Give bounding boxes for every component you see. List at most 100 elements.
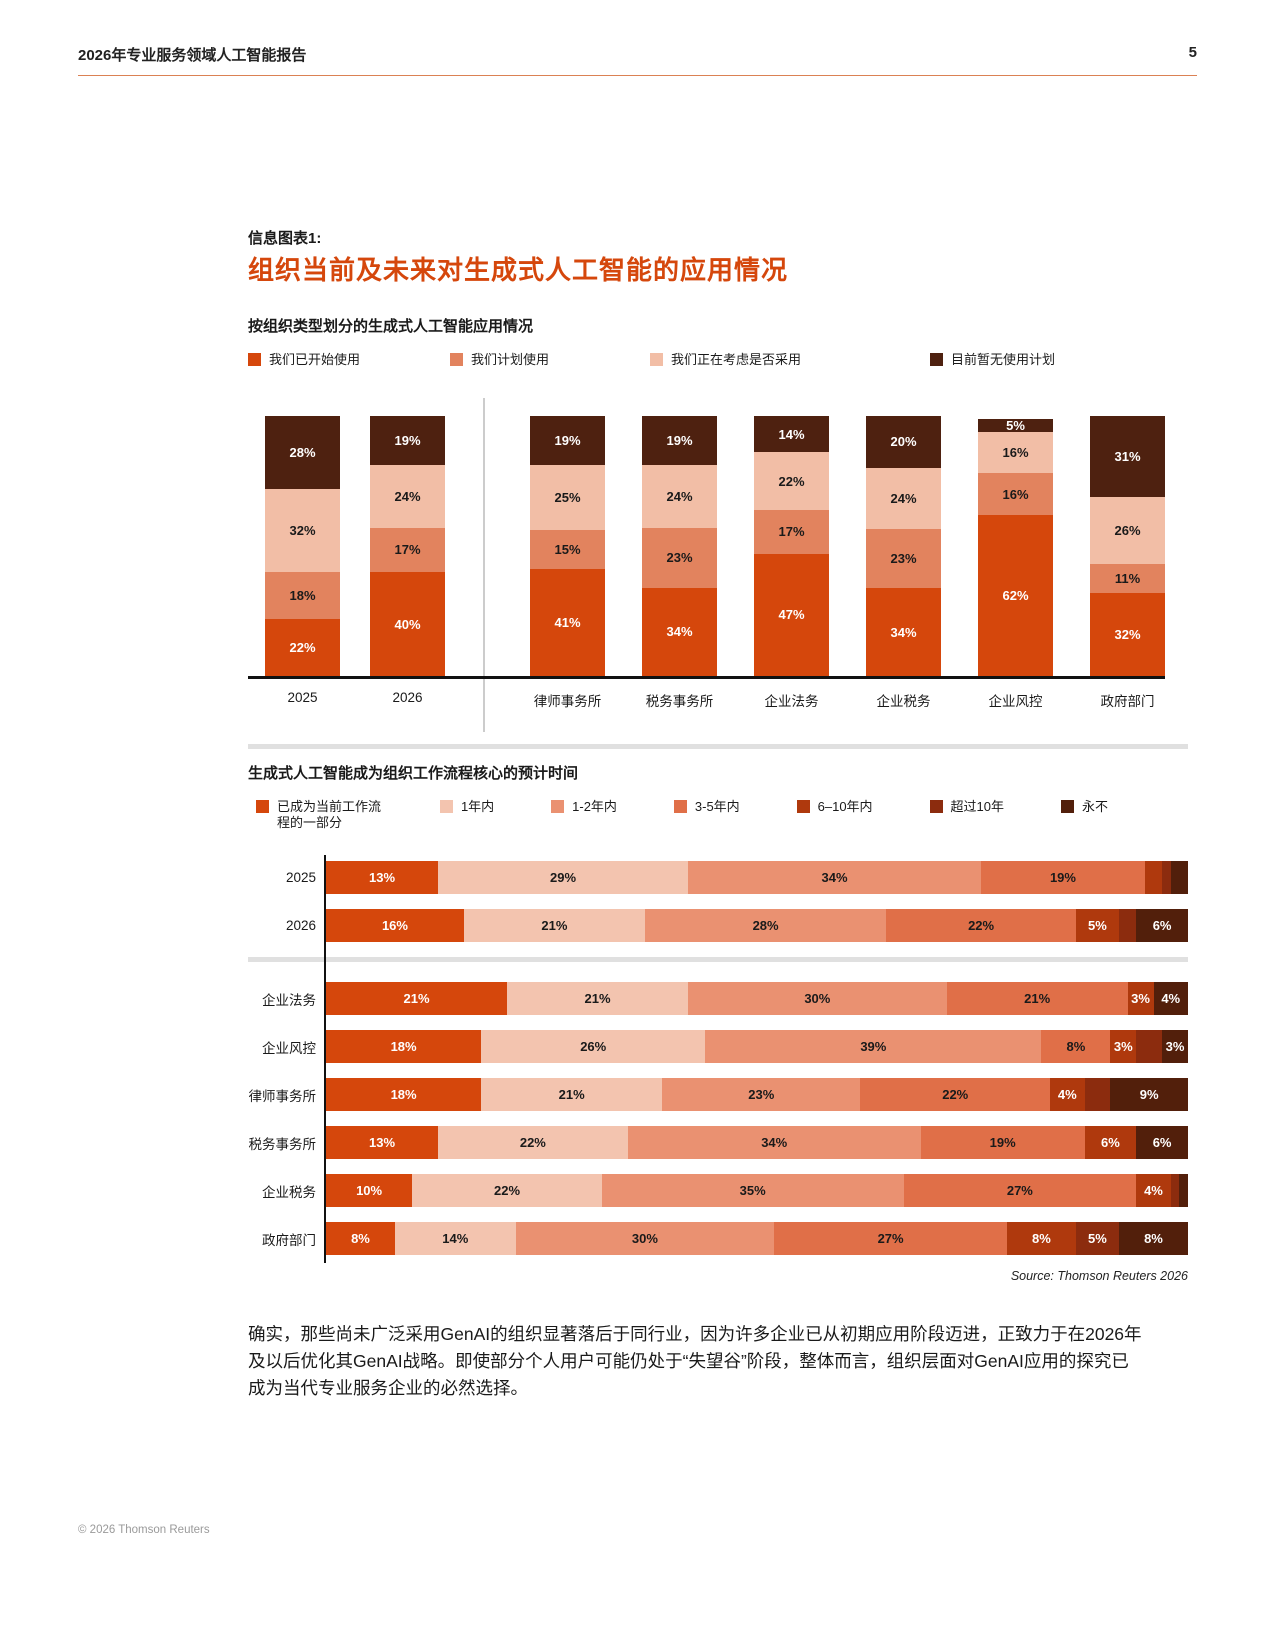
legend-label: 6–10年内 (817, 799, 873, 814)
bar-segment: 20% (866, 416, 941, 468)
row-label: 税务事务所 (248, 1136, 317, 1152)
bar-segment: 4% (1136, 1174, 1171, 1207)
bar-segment: 4% (1153, 982, 1188, 1015)
bar-segment: 62% (978, 514, 1053, 676)
body-paragraph: 确实，那些尚未广泛采用GenAI的组织显著落后于同行业，因为许多企业已从初期应用… (248, 1324, 1142, 1398)
category-label: 企业税务 (876, 694, 931, 709)
chart1-legend: 我们已开始使用 我们计划使用 我们正在考虑是否采用 目前暂无使用计划 (248, 352, 1188, 368)
bar-segment: 26% (1090, 496, 1165, 565)
legend-swatch (796, 800, 810, 813)
bar-segment: 19% (920, 1126, 1085, 1159)
chart2-row: 企业法务 21% 21% 30% 21% 3% 4% (248, 982, 1188, 1015)
legend-swatch (1060, 800, 1074, 813)
row-label: 企业风控 (262, 1040, 316, 1056)
bar-segment: 23% (662, 1078, 861, 1111)
legend-swatch (930, 353, 943, 366)
chart1-year-group: 28% 32% 18% 22% 2025 19% 24% 17% 40% 2026 (265, 416, 445, 710)
bar-segment: 8% (1119, 1222, 1188, 1255)
bar-segment (1119, 909, 1137, 942)
chart2-vertical-axis (324, 855, 326, 1263)
category-label: 2025 (287, 690, 318, 705)
bar-segment: 3% (1127, 982, 1154, 1015)
legend-item: 我们已开始使用 (248, 352, 450, 368)
chart1-column: 19% 24% 17% 40% 2026 (370, 416, 445, 710)
infographic-label: 信息图表1: (248, 230, 322, 247)
bar-segment: 22% (412, 1174, 602, 1207)
bar-segment: 27% (903, 1174, 1137, 1207)
bar-segment (1179, 1174, 1188, 1207)
bar-segment: 24% (642, 465, 717, 528)
row-label: 律师事务所 (248, 1088, 317, 1104)
bar-segment: 22% (860, 1078, 1051, 1111)
source-note: Source: Thomson Reuters 2026 (1010, 1269, 1188, 1283)
chart2-title: 生成式人工智能成为组织工作流程核心的预计时间 (248, 765, 579, 782)
legend-label: 我们计划使用 (471, 352, 550, 367)
bar-segment: 16% (978, 431, 1053, 474)
legend-item: 我们正在考虑是否采用 (650, 352, 930, 368)
bar-segment (1084, 1078, 1111, 1111)
chart1-gap (445, 398, 530, 732)
bar-segment: 5% (1075, 1222, 1119, 1255)
bar-segment: 22% (438, 1126, 628, 1159)
stacked-bar: 31% 26% 11% 32% (1090, 416, 1165, 676)
bar-segment: 34% (866, 588, 941, 676)
bar-segment: 34% (688, 861, 982, 894)
row-label: 2026 (285, 918, 316, 933)
chart2-rows: 2025 13% 29% 34% 19% 2026 16% 21% 28% 22% 5% 6% 企业法务… (248, 861, 1188, 1255)
bar-segment: 21% (463, 909, 645, 942)
chart1-group-divider (483, 398, 485, 732)
bar-segment: 4% (1050, 1078, 1085, 1111)
bar-segment: 21% (507, 982, 689, 1015)
stacked-bar: 5% 16% 16% 62% (978, 416, 1053, 676)
legend-label: 1年内 (460, 799, 495, 814)
bar-segment: 6% (1136, 909, 1188, 942)
row-label: 2025 (285, 870, 316, 885)
chart2-group-divider (248, 957, 1188, 962)
bar-segment: 24% (866, 467, 941, 530)
bar-segment: 3% (1162, 1030, 1188, 1063)
legend-label: 目前暂无使用计划 (951, 352, 1056, 367)
bar-segment (1170, 861, 1188, 894)
stacked-bar-track: 16% 21% 28% 22% 5% 6% (326, 909, 1188, 942)
report-title: 2026年专业服务领域人工智能报告 (78, 47, 307, 64)
chart1-baseline-axis (248, 676, 1165, 679)
bar-segment (1144, 861, 1163, 894)
legend-item: 3-5年内 (673, 799, 740, 815)
bar-segment: 8% (326, 1222, 395, 1255)
bar-segment: 32% (1090, 592, 1165, 676)
stacked-bar-track: 18% 26% 39% 8% 3% 3% (326, 1030, 1188, 1063)
stacked-bar: 20% 24% 23% 34% (866, 416, 941, 676)
footer-copyright: © 2026 Thomson Reuters (78, 1524, 210, 1536)
chart2-row: 2026 16% 21% 28% 22% 5% 6% (248, 909, 1188, 942)
category-label: 企业法务 (764, 694, 819, 709)
bar-segment: 40% (370, 572, 445, 676)
legend-swatch (248, 353, 261, 366)
chart1-column: 19% 25% 15% 41% 律师事务所 (530, 416, 605, 710)
legend-label: 1-2年内 (572, 799, 617, 814)
legend-label: 已成为当前工作流程的一部分 (277, 799, 382, 830)
chart2-row: 税务事务所 13% 22% 34% 19% 6% 6% (248, 1126, 1188, 1159)
legend-swatch (673, 800, 687, 813)
stacked-bar: 19% 24% 17% 40% (370, 416, 445, 676)
stacked-bar-track: 13% 29% 34% 19% (326, 861, 1188, 894)
row-label: 企业法务 (262, 992, 316, 1008)
bar-segment: 18% (326, 1078, 482, 1111)
bar-segment: 6% (1084, 1126, 1137, 1159)
bar-segment: 10% (326, 1174, 413, 1207)
bar-segment: 22% (754, 452, 829, 510)
chart1-column: 19% 24% 23% 34% 税务事务所 (642, 416, 717, 710)
bar-segment: 18% (326, 1030, 482, 1063)
chart2-row: 企业税务 10% 22% 35% 27% 4% (248, 1174, 1188, 1207)
chart1-column: 5% 16% 16% 62% 企业风控 (978, 416, 1053, 710)
category-label: 律师事务所 (533, 694, 602, 709)
legend-swatch (929, 800, 943, 813)
bar-segment: 29% (438, 861, 689, 894)
bar-segment: 25% (530, 465, 605, 531)
category-label: 政府部门 (1100, 694, 1155, 709)
legend-swatch (650, 353, 663, 366)
bar-segment: 19% (370, 416, 445, 466)
bar-segment (1170, 1174, 1180, 1207)
chart2-stacked-rows: 2025 13% 29% 34% 19% 2026 16% 21% 28% 22% 5% 6% 企业法务… (248, 855, 1188, 1263)
legend-swatch (551, 800, 565, 813)
bar-segment: 5% (978, 418, 1053, 432)
